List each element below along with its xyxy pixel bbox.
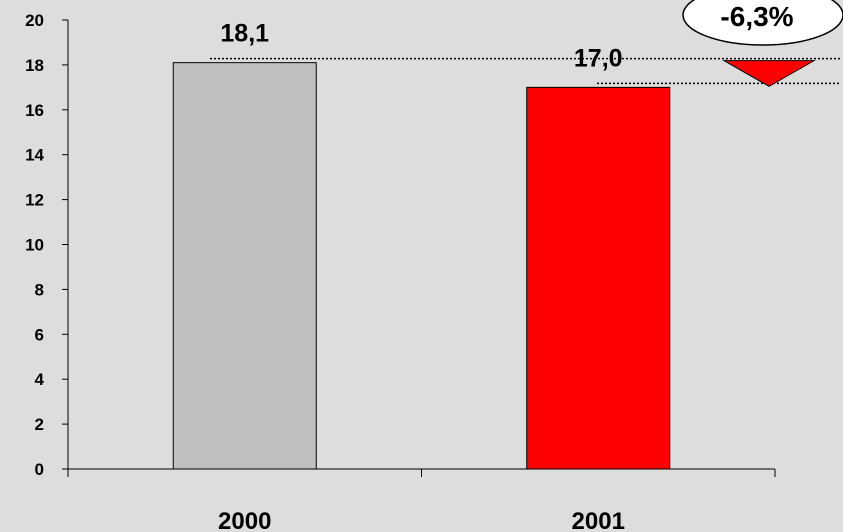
y-tick-label: 10: [25, 236, 44, 255]
y-tick-label: 0: [35, 460, 44, 479]
y-axis: 0 2 4 6 8 10 12 14 16 18 20: [25, 11, 69, 479]
bar-value-label: 18,1: [220, 20, 269, 48]
down-arrow-icon: [722, 60, 816, 87]
x-category-label: 2000: [218, 508, 271, 532]
change-callout-bubble: [682, 0, 843, 46]
x-category-label: 2001: [572, 508, 625, 532]
y-tick-label: 12: [25, 191, 44, 210]
bar: [526, 86, 671, 470]
x-axis: [67, 468, 776, 477]
change-percent-label: -6,3%: [720, 1, 793, 32]
y-tick-label: 20: [25, 11, 44, 30]
y-tick-label: 16: [25, 101, 44, 120]
change-annotation: -6,3%: [682, 0, 843, 87]
reference-lines: [210, 57, 840, 85]
y-tick-label: 14: [25, 146, 44, 165]
y-tick-label: 2: [35, 415, 44, 434]
y-tick-label: 8: [35, 280, 44, 299]
y-tick-label: 6: [35, 325, 44, 344]
y-tick-label: 18: [25, 56, 44, 75]
bar: [172, 62, 317, 470]
y-tick-label: 4: [35, 370, 45, 389]
